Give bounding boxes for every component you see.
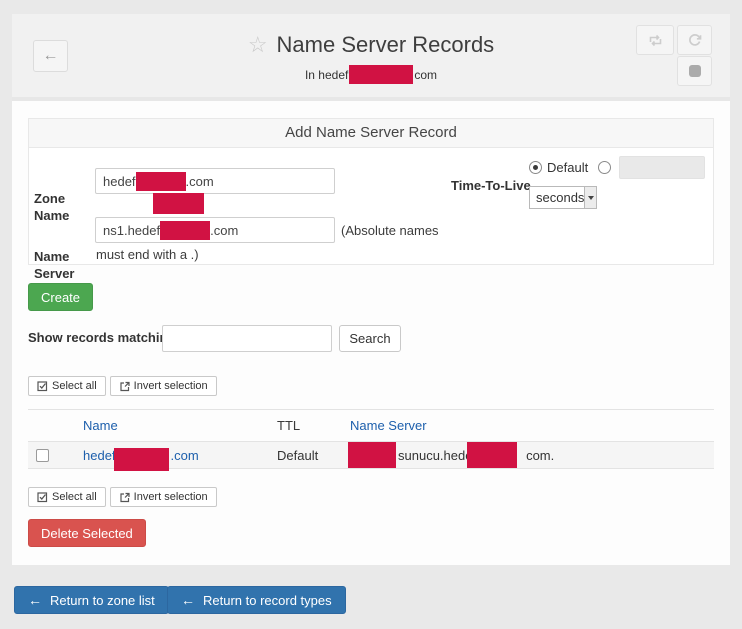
favorite-star-icon[interactable]: ☆ bbox=[247, 32, 268, 57]
repeat-icon bbox=[649, 34, 661, 46]
row-checkbox[interactable] bbox=[36, 448, 49, 462]
select-all-button[interactable]: Select all bbox=[28, 376, 106, 396]
redaction-box bbox=[114, 448, 169, 471]
checkbox-check-icon bbox=[37, 491, 48, 502]
left-arrow-icon: ← bbox=[28, 592, 42, 608]
zone-name-value-prefix: hedef bbox=[103, 173, 136, 189]
invert-selection-label: Invert selection bbox=[133, 380, 208, 392]
add-record-panel: Add Name Server Record Zone Name hedef .… bbox=[28, 118, 714, 281]
table-header-row: Name TTL Name Server bbox=[28, 409, 714, 442]
back-arrow-icon: ← bbox=[42, 47, 59, 64]
record-ttl: Default bbox=[277, 447, 319, 463]
invert-selection-button[interactable]: Invert selection bbox=[109, 487, 217, 507]
name-server-input[interactable]: ns1.hedef .com bbox=[95, 217, 335, 243]
ttl-custom-radio[interactable] bbox=[598, 161, 611, 174]
redaction-box bbox=[153, 193, 204, 214]
record-name-prefix: hedef bbox=[83, 447, 116, 463]
zone-name-input[interactable]: hedef .com bbox=[95, 168, 335, 194]
create-button[interactable]: Create bbox=[28, 283, 94, 311]
ttl-custom-input[interactable] bbox=[619, 156, 705, 179]
ttl-label: Time-To-Live bbox=[451, 178, 531, 193]
record-name-suffix: .com bbox=[170, 447, 199, 463]
name-server-value-suffix: .com bbox=[210, 222, 239, 238]
zone-name-label: Zone Name bbox=[34, 191, 70, 223]
search-button[interactable]: Search bbox=[339, 325, 401, 352]
select-all-label: Select all bbox=[52, 491, 97, 503]
refresh-icon bbox=[688, 34, 701, 46]
search-label: Show records matching: bbox=[28, 330, 180, 345]
refresh-button[interactable] bbox=[677, 25, 712, 55]
delete-selected-button[interactable]: Delete Selected bbox=[28, 519, 146, 547]
redaction-box bbox=[160, 220, 211, 240]
stop-icon bbox=[688, 65, 701, 77]
ttl-unit-select[interactable]: seconds bbox=[529, 186, 597, 209]
checkbox-check-icon bbox=[37, 380, 48, 391]
ttl-column-header: TTL bbox=[277, 418, 301, 433]
chevron-down-icon bbox=[584, 187, 596, 208]
record-name-server: sunucu.hedef com. bbox=[350, 448, 714, 463]
content-card: Add Name Server Record Zone Name hedef .… bbox=[12, 101, 730, 565]
redaction-box bbox=[467, 442, 517, 468]
records-table: Name TTL Name Server hedef .com Default … bbox=[28, 409, 714, 471]
ttl-default-radio[interactable] bbox=[529, 161, 542, 174]
left-arrow-icon: ← bbox=[181, 592, 195, 608]
redaction-box bbox=[348, 442, 396, 468]
return-to-zone-list-button[interactable]: ← Return to zone list bbox=[14, 586, 169, 614]
ttl-unit-value: seconds bbox=[536, 190, 585, 205]
record-name-link[interactable]: hedef .com bbox=[83, 448, 277, 463]
return-to-zone-list-label: Return to zone list bbox=[50, 592, 155, 608]
panel-title: Add Name Server Record bbox=[29, 119, 713, 148]
return-to-record-types-button[interactable]: ← Return to record types bbox=[167, 586, 346, 614]
stop-button[interactable] bbox=[677, 56, 712, 86]
subtitle-suffix: com bbox=[414, 67, 438, 82]
page-subtitle: In hedef com bbox=[305, 65, 437, 84]
zone-name-value-suffix: .com bbox=[185, 173, 214, 189]
invert-selection-icon bbox=[120, 492, 130, 502]
absolute-names-hint-line1: (Absolute names bbox=[341, 223, 439, 238]
repeat-button[interactable] bbox=[636, 25, 674, 55]
return-to-record-types-label: Return to record types bbox=[203, 592, 332, 608]
back-button[interactable]: ← bbox=[33, 40, 68, 72]
search-input[interactable] bbox=[162, 325, 332, 352]
invert-selection-label: Invert selection bbox=[133, 491, 208, 503]
name-server-column-header[interactable]: Name Server bbox=[350, 418, 427, 433]
page-title: Name Server Records bbox=[276, 32, 495, 57]
name-server-label: Name Server bbox=[34, 249, 75, 281]
page-header: ← ☆ Name Server Records In hedef com bbox=[12, 14, 730, 101]
redaction-box bbox=[135, 171, 186, 191]
invert-selection-button[interactable]: Invert selection bbox=[109, 376, 217, 396]
ttl-default-label: Default bbox=[547, 160, 589, 175]
absolute-names-hint-line2: must end with a .) bbox=[96, 247, 199, 262]
name-server-value-prefix: ns1.hedef bbox=[103, 222, 161, 238]
select-all-button[interactable]: Select all bbox=[28, 487, 106, 507]
name-column-header[interactable]: Name bbox=[83, 418, 118, 433]
redaction-box bbox=[349, 65, 414, 84]
record-ns-middle: sunucu.hedef bbox=[398, 447, 477, 463]
subtitle-prefix: In hedef bbox=[304, 67, 349, 82]
invert-selection-icon bbox=[120, 381, 130, 391]
select-all-label: Select all bbox=[52, 380, 97, 392]
record-ns-suffix: com. bbox=[526, 447, 555, 463]
